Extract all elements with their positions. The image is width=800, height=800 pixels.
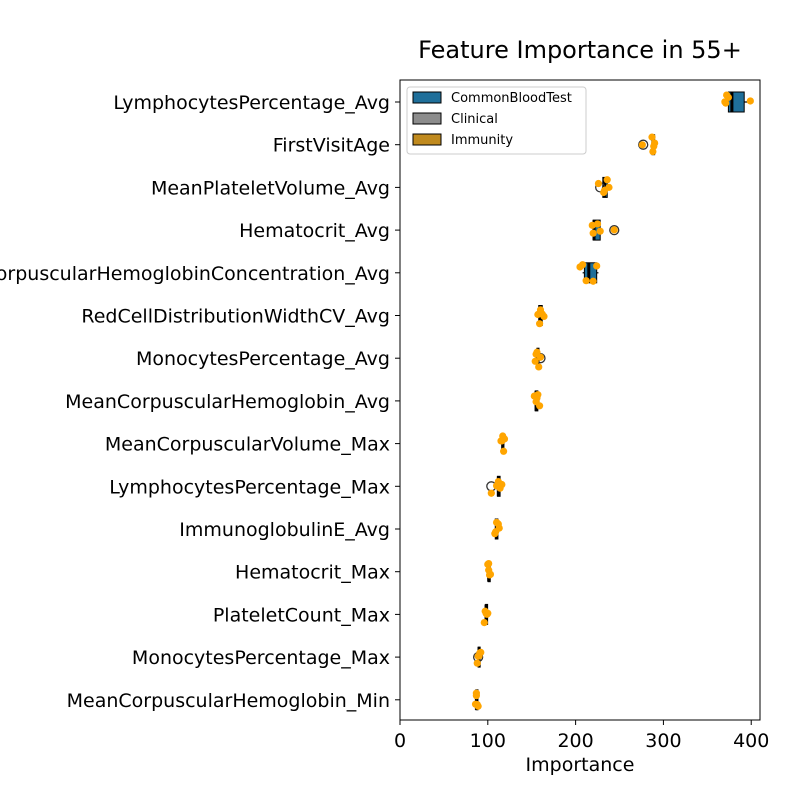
data-point — [480, 618, 488, 627]
data-point — [593, 220, 602, 228]
data-point — [579, 261, 587, 269]
y-tick-label: RedCellDistributionWidthCV_Avg — [81, 306, 390, 328]
data-point — [648, 133, 656, 141]
legend-swatch — [412, 133, 442, 146]
data-point — [724, 93, 732, 101]
x-tick-label: 300 — [645, 730, 681, 752]
y-tick-label: MeanPlateletVolume_Avg — [151, 177, 390, 199]
data-point — [540, 312, 548, 321]
y-axis: LymphocytesPercentage_Avg FirstVisitAge Me… — [0, 92, 400, 712]
data-point — [486, 570, 495, 578]
y-tick-label: MeanCorpuscularVolume_Max — [105, 434, 390, 456]
data-point — [589, 277, 597, 285]
x-tick-label: 100 — [470, 730, 506, 752]
legend-label: CommonBloodTest — [451, 91, 572, 106]
data-point — [485, 559, 493, 568]
axes-frame — [399, 79, 761, 721]
data-point — [531, 357, 539, 365]
data-point — [605, 183, 613, 191]
chart-title: Feature Importance in 55+ — [418, 36, 742, 64]
data-point — [495, 524, 503, 532]
data-point — [638, 141, 646, 149]
data-point — [651, 139, 659, 147]
data-point — [477, 648, 485, 656]
y-tick-label: ImmunoglobulinE_Avg — [179, 519, 390, 541]
data-point — [536, 320, 544, 328]
data-point — [593, 262, 601, 270]
legend-frame — [406, 86, 587, 155]
data-point — [474, 702, 482, 710]
y-tick-label: PlateletCount_Max — [213, 604, 390, 626]
y-tick-label: MonocytesPercentage_Max — [132, 647, 390, 669]
y-tick-label: FirstVisitAge — [273, 135, 390, 157]
y-tick-label: MeanCorpuscularHemoglobin_Min — [67, 690, 390, 712]
y-tick-label: LymphocytesPercentage_Max — [109, 476, 390, 498]
y-tick-label: Hematocrit_Avg — [239, 220, 390, 242]
legend-label: Immunity — [451, 133, 513, 148]
data-point — [536, 402, 544, 410]
data-point — [589, 229, 597, 237]
y-tick-label: MeanCorpuscularHemoglobin_Avg — [65, 391, 390, 413]
x-axis: 0 100 200 300 400 — [394, 720, 769, 752]
data-point — [484, 609, 492, 617]
plot-area — [471, 91, 754, 711]
data-point — [746, 97, 754, 105]
data-point — [603, 176, 611, 184]
data-point — [498, 480, 506, 489]
data-point — [610, 226, 618, 234]
data-point — [596, 227, 604, 235]
data-point — [582, 277, 590, 285]
data-point — [487, 489, 495, 497]
data-point — [534, 391, 542, 399]
legend: CommonBloodTest Clinical Immunity — [406, 86, 587, 155]
outlier-point — [609, 224, 620, 236]
y-tick-label: MonocytesPercentage_Avg — [136, 348, 390, 370]
data-point — [500, 435, 509, 443]
x-tick-label: 200 — [557, 730, 593, 752]
data-point — [722, 99, 730, 107]
legend-swatch — [412, 91, 442, 104]
x-axis-label: Importance — [526, 754, 635, 776]
x-tick-label: 400 — [733, 730, 769, 752]
y-tick-label: Hematocrit_Max — [235, 562, 390, 584]
legend-swatch — [412, 112, 442, 125]
y-tick-label: MeanCorpuscularHemoglobinConcentration_A… — [0, 263, 390, 285]
data-point — [472, 692, 480, 700]
legend-label: Clinical — [451, 112, 498, 127]
y-tick-label: LymphocytesPercentage_Avg — [113, 92, 390, 114]
data-point — [535, 363, 543, 371]
outlier-point — [638, 139, 649, 150]
data-point — [500, 447, 508, 455]
x-tick-label: 0 — [394, 730, 406, 752]
data-point — [536, 353, 545, 361]
data-point — [594, 179, 603, 188]
data-point — [473, 659, 481, 667]
